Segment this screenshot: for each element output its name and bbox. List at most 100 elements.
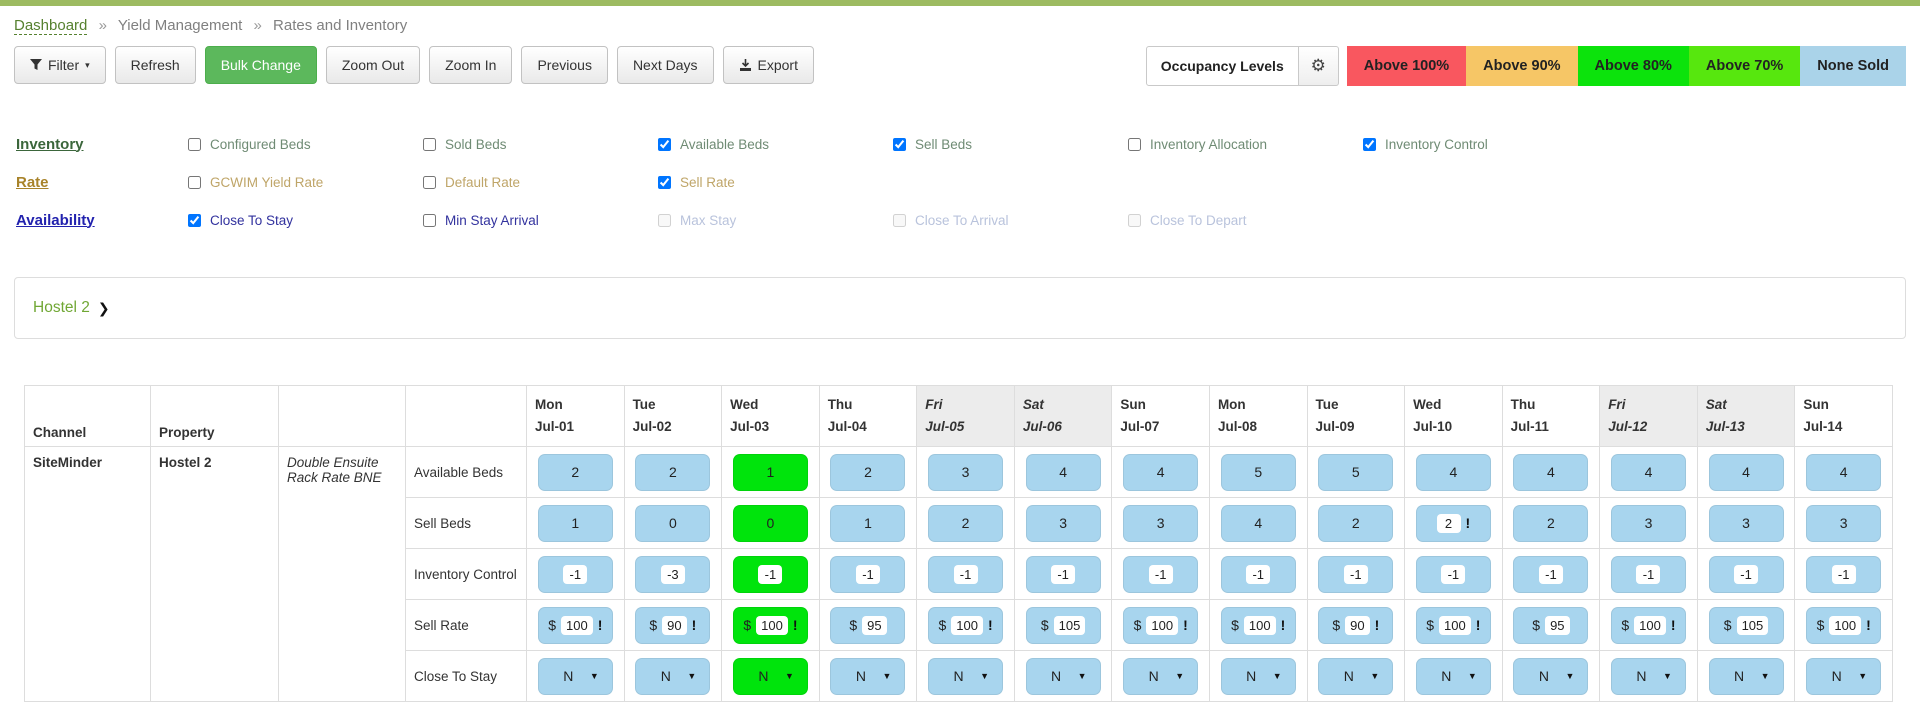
sell-rate-input[interactable]: 105 xyxy=(1736,615,1769,635)
occupancy-settings-button[interactable]: ⚙ xyxy=(1298,46,1339,86)
checkbox-sell-beds[interactable] xyxy=(893,137,906,151)
sell-rate-cell-jul-10[interactable]: $100! xyxy=(1415,606,1491,644)
zoom-out-button[interactable]: Zoom Out xyxy=(325,46,421,84)
sell-rate-cell-jul-09[interactable]: $90! xyxy=(1318,606,1394,644)
inventory-control-cell-jul-07[interactable]: -1 xyxy=(1123,555,1199,593)
close-to-stay-cell-jul-04[interactable]: N ▼ xyxy=(830,657,906,695)
inventory-control-cell-jul-02[interactable]: -3 xyxy=(635,555,711,593)
sell-rate-cell-jul-03[interactable]: $100! xyxy=(732,606,808,644)
sell-rate-cell-jul-06[interactable]: $105 xyxy=(1025,606,1101,644)
sell-rate-cell-jul-02[interactable]: $90! xyxy=(635,606,711,644)
close-to-stay-cell-jul-05[interactable]: N ▼ xyxy=(928,657,1004,695)
inventory-control-input[interactable]: -1 xyxy=(1831,564,1856,584)
inventory-control-cell-jul-08[interactable]: -1 xyxy=(1220,555,1296,593)
next-days-button[interactable]: Next Days xyxy=(616,46,714,84)
inventory-control-input[interactable]: -1 xyxy=(1051,564,1076,584)
close-to-stay-cell-jul-10[interactable]: N ▼ xyxy=(1415,657,1491,695)
inventory-control-cell-jul-14[interactable]: -1 xyxy=(1806,555,1882,593)
checkbox-min-stay-arrival[interactable] xyxy=(423,213,436,227)
currency-symbol: $ xyxy=(1532,617,1541,633)
sell-rate-input[interactable]: 100 xyxy=(1243,615,1276,635)
close-to-stay-cell-jul-12[interactable]: N ▼ xyxy=(1610,657,1686,695)
checkbox-gcwim-yield-rate[interactable] xyxy=(188,175,201,189)
close-to-stay-cell-jul-01[interactable]: N ▼ xyxy=(537,657,613,695)
close-to-stay-cell-jul-03[interactable]: N ▼ xyxy=(732,657,808,695)
filter-button[interactable]: Filter ▾ xyxy=(14,46,106,84)
inventory-control-input[interactable]: -1 xyxy=(855,564,880,584)
inventory-control-input[interactable]: -1 xyxy=(1148,564,1173,584)
sell-rate-cell-jul-05[interactable]: $100! xyxy=(928,606,1004,644)
breadcrumb-dashboard-link[interactable]: Dashboard xyxy=(14,17,88,35)
checkbox-default-rate[interactable] xyxy=(423,175,436,189)
sell-beds-cell-jul-10[interactable]: 2! xyxy=(1415,504,1491,542)
sell-rate-cell-jul-04[interactable]: $95 xyxy=(830,606,906,644)
bulk-change-button[interactable]: Bulk Change xyxy=(204,46,317,84)
previous-button[interactable]: Previous xyxy=(521,46,608,84)
sell-rate-cell-jul-11[interactable]: $95 xyxy=(1513,606,1589,644)
sell-rate-input[interactable]: 95 xyxy=(862,615,887,635)
inventory-control-cell-jul-10[interactable]: -1 xyxy=(1415,555,1491,593)
filter-group-inventory-label[interactable]: Inventory xyxy=(16,135,84,153)
inventory-control-cell-jul-06[interactable]: -1 xyxy=(1025,555,1101,593)
sell-rate-cell-jul-08[interactable]: $100! xyxy=(1220,606,1296,644)
sell-rate-input[interactable]: 105 xyxy=(1053,615,1086,635)
close-to-stay-cell-jul-09[interactable]: N ▼ xyxy=(1318,657,1394,695)
sell-rate-input[interactable]: 100 xyxy=(1829,615,1862,635)
inventory-control-input[interactable]: -1 xyxy=(563,564,588,584)
checkbox-close-to-stay[interactable] xyxy=(188,213,201,227)
close-to-stay-cell-jul-14[interactable]: N ▼ xyxy=(1806,657,1882,695)
sell-rate-input[interactable]: 95 xyxy=(1545,615,1570,635)
sell-rate-input[interactable]: 90 xyxy=(1345,615,1370,635)
inventory-control-input[interactable]: -1 xyxy=(1636,564,1661,584)
sell-rate-cell-jul-07[interactable]: $100! xyxy=(1123,606,1199,644)
zoom-in-button[interactable]: Zoom In xyxy=(429,46,513,84)
inventory-control-input[interactable]: -3 xyxy=(660,564,685,584)
sell-rate-input[interactable]: 90 xyxy=(662,615,687,635)
filter-group-availability-label[interactable]: Availability xyxy=(16,211,95,229)
inventory-control-input[interactable]: -1 xyxy=(1343,564,1368,584)
inventory-control-cell-jul-05[interactable]: -1 xyxy=(928,555,1004,593)
inventory-control-cell-jul-01[interactable]: -1 xyxy=(537,555,613,593)
sell-rate-input[interactable]: 100 xyxy=(756,615,788,635)
inventory-control-input[interactable]: -1 xyxy=(1734,564,1759,584)
close-to-stay-cell-jul-13[interactable]: N ▼ xyxy=(1708,657,1784,695)
inventory-control-input[interactable]: -1 xyxy=(1441,564,1466,584)
inventory-control-cell-jul-04[interactable]: -1 xyxy=(830,555,906,593)
sell-rate-cell-jul-01[interactable]: $100! xyxy=(537,606,613,644)
sell-rate-input[interactable]: 100 xyxy=(951,615,983,635)
checkbox-sell-rate[interactable] xyxy=(658,175,671,189)
refresh-button[interactable]: Refresh xyxy=(114,46,196,84)
checkbox-inventory-allocation[interactable] xyxy=(1128,137,1141,151)
export-button[interactable]: Export xyxy=(722,46,814,84)
close-to-stay-cell-jul-11[interactable]: N ▼ xyxy=(1513,657,1589,695)
sell-rate-input[interactable]: 100 xyxy=(1634,615,1666,635)
sell-rate-cell-jul-14[interactable]: $100! xyxy=(1806,606,1882,644)
inventory-control-input[interactable]: -1 xyxy=(758,564,783,584)
inventory-control-cell-jul-11[interactable]: -1 xyxy=(1513,555,1589,593)
filter-group-rate-label[interactable]: Rate xyxy=(16,173,49,191)
inventory-control-cell-jul-13[interactable]: -1 xyxy=(1708,555,1784,593)
checkbox-sold-beds[interactable] xyxy=(423,137,436,151)
breadcrumb-rates-and-inventory: Rates and Inventory xyxy=(273,17,408,34)
inventory-control-cell-jul-12[interactable]: -1 xyxy=(1610,555,1686,593)
checkbox-available-beds[interactable] xyxy=(658,137,671,151)
sell-rate-cell-jul-13[interactable]: $105 xyxy=(1708,606,1784,644)
close-to-stay-cell-jul-06[interactable]: N ▼ xyxy=(1025,657,1101,695)
close-to-stay-cell-jul-02[interactable]: N ▼ xyxy=(635,657,711,695)
day-of-week: Sun xyxy=(1803,396,1829,412)
sell-rate-input[interactable]: 100 xyxy=(1439,615,1471,635)
sell-rate-input[interactable]: 100 xyxy=(1146,615,1179,635)
sell-rate-input[interactable]: 100 xyxy=(560,615,593,635)
property-panel-hostel-2[interactable]: Hostel 2 ❯ xyxy=(14,277,1906,339)
checkbox-inventory-control[interactable] xyxy=(1363,137,1376,151)
inventory-control-input[interactable]: -1 xyxy=(1538,564,1563,584)
inventory-control-input[interactable]: -1 xyxy=(1246,564,1271,584)
sell-rate-cell-jul-12[interactable]: $100! xyxy=(1610,606,1686,644)
close-to-stay-cell-jul-07[interactable]: N ▼ xyxy=(1123,657,1199,695)
close-to-stay-cell-jul-08[interactable]: N ▼ xyxy=(1220,657,1296,695)
inventory-control-cell-jul-03[interactable]: -1 xyxy=(732,555,808,593)
inventory-control-cell-jul-09[interactable]: -1 xyxy=(1318,555,1394,593)
sell-beds-input[interactable]: 2 xyxy=(1436,513,1461,533)
inventory-control-input[interactable]: -1 xyxy=(953,564,978,584)
checkbox-configured-beds[interactable] xyxy=(188,137,201,151)
